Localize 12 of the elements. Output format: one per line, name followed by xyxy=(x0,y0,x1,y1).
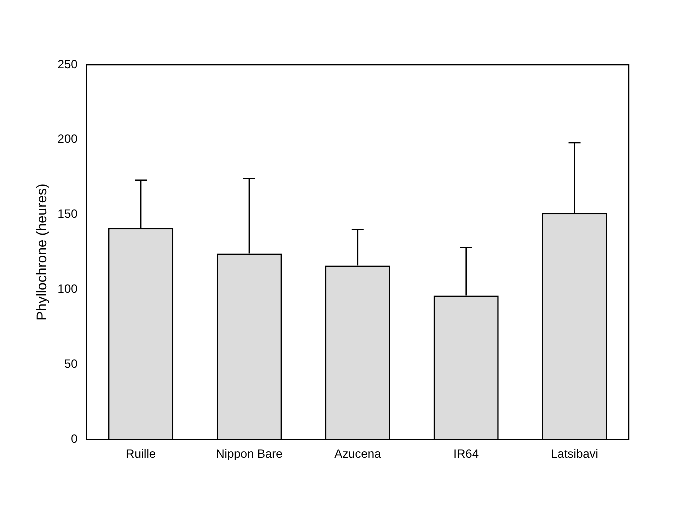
y-tick-label: 0 xyxy=(71,432,78,446)
y-axis-title: Phyllochrone (heures) xyxy=(33,184,50,321)
y-tick-label: 50 xyxy=(64,356,78,371)
x-tick-label: Ruille xyxy=(126,447,156,462)
y-tick-label: 200 xyxy=(58,132,78,146)
x-tick-label: Azucena xyxy=(334,447,382,462)
y-tick-label: 150 xyxy=(58,207,78,222)
x-tick-label: Nippon Bare xyxy=(216,447,284,462)
x-tick-label: Latsibavi xyxy=(551,447,598,462)
y-tick-label: 250 xyxy=(58,57,78,72)
y-tick-label: 100 xyxy=(58,282,78,296)
x-tick-label: IR64 xyxy=(454,447,480,462)
